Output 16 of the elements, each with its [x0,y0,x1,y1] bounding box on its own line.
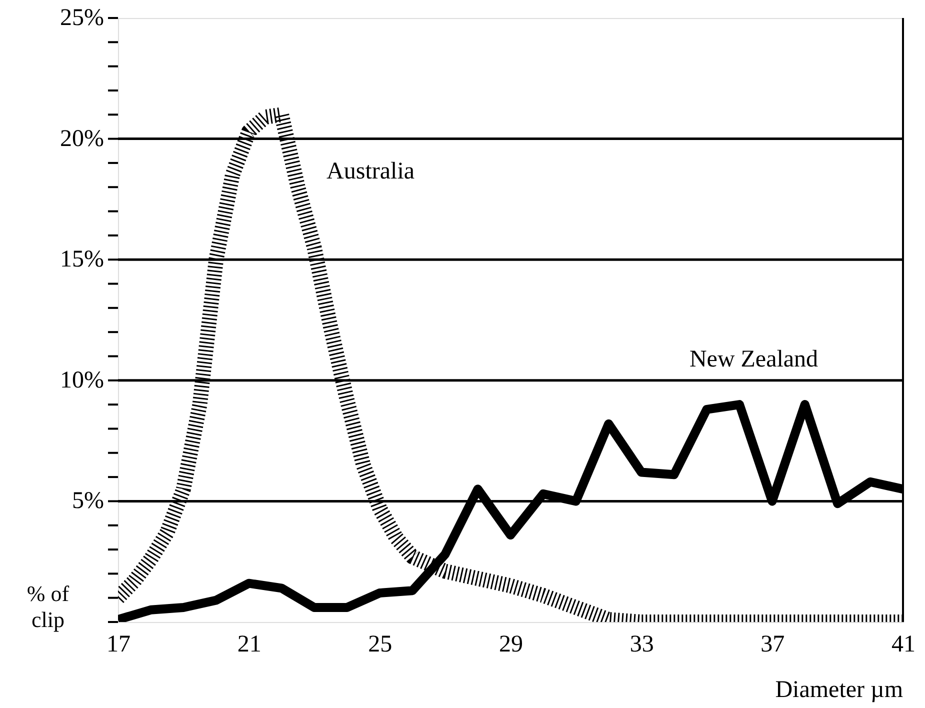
x-tick-label: 17 [106,632,130,658]
y-tick-label: 15% [60,246,104,273]
x-tick-label: 33 [630,632,654,658]
x-tick-label: 21 [237,632,262,658]
x-tick-label: 41 [892,632,916,658]
y-tick-label: 5% [72,488,104,514]
x-axis-title: Diameter µm [775,677,904,703]
series-label: Australia [326,158,415,185]
y-tick-label: 10% [60,367,104,394]
y-axis-title: % of clip [26,581,70,632]
series-label: New Zealand [689,346,818,373]
x-tick-label: 37 [760,632,785,658]
y-tick-label: 20% [60,126,104,152]
y-tick-label: 25% [60,5,104,31]
x-tick-label: 25 [368,632,392,658]
x-tick-label: 29 [499,632,523,658]
